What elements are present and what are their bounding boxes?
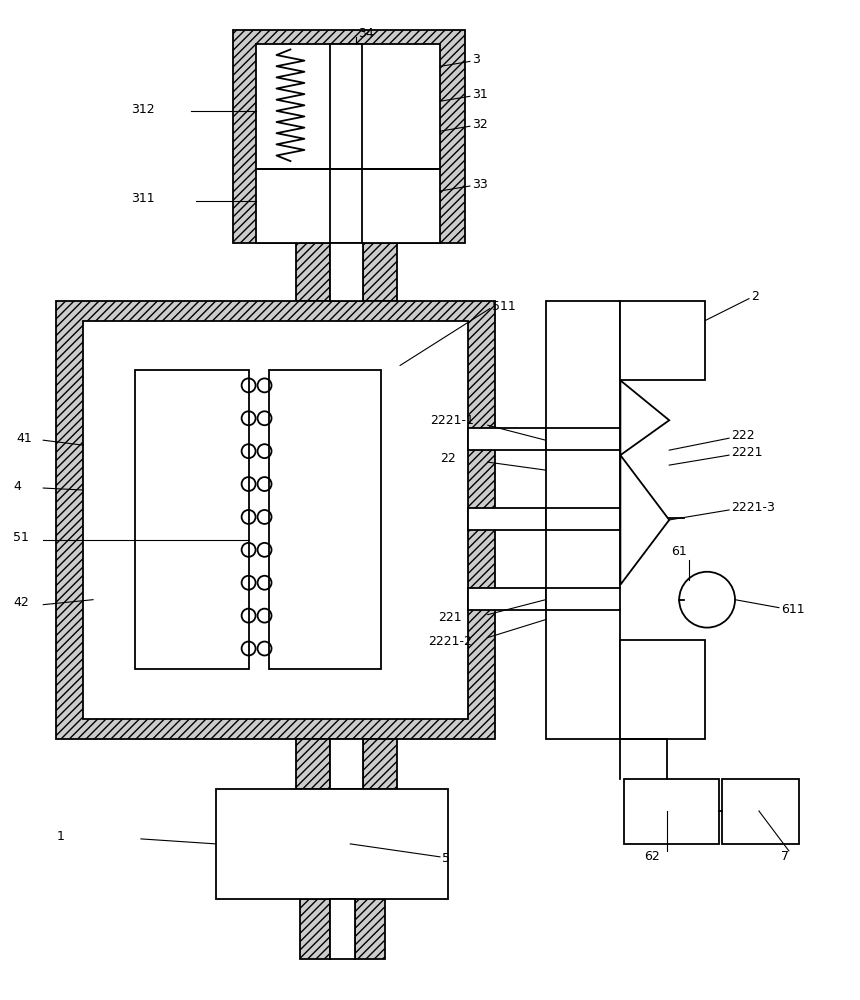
Text: 222: 222 [731,429,754,442]
Text: 32: 32 [472,118,488,131]
Bar [620,640,705,739]
Text: 611: 611 [781,603,804,616]
Text: 2221-3: 2221-3 [731,501,775,514]
Bar [233,30,465,243]
Text: 511: 511 [492,300,515,313]
Text: 2: 2 [751,290,759,303]
Bar [330,899,355,959]
Bar [545,301,620,739]
Text: 3: 3 [472,53,480,66]
Bar [330,44,362,169]
Bar [381,370,423,669]
Bar [330,739,363,789]
Text: 311: 311 [131,192,155,205]
Bar [268,370,381,669]
Text: 22: 22 [440,452,456,465]
Text: 33: 33 [472,178,488,191]
Bar [363,739,397,789]
Bar [297,243,330,301]
Bar [268,669,423,711]
Text: 51: 51 [14,531,29,544]
Text: 221: 221 [438,611,462,624]
Bar [255,44,440,169]
Bar [268,329,423,370]
Text: 2221-2: 2221-2 [428,635,472,648]
Bar [330,243,363,301]
Text: 312: 312 [131,103,155,116]
Bar [56,301,494,739]
Bar [93,669,249,711]
Bar [624,779,719,844]
Text: 34: 34 [359,27,374,40]
Polygon shape [620,380,669,455]
Text: 5: 5 [442,852,450,865]
Bar [297,739,330,789]
Text: 42: 42 [14,596,29,609]
Bar [722,779,799,844]
Text: 1: 1 [56,830,64,843]
Text: 61: 61 [671,545,687,558]
Text: 2221: 2221 [731,446,763,459]
Bar [93,329,249,370]
Text: 31: 31 [472,88,488,101]
Bar [468,428,545,450]
Bar [255,169,440,243]
Bar [468,508,545,530]
Text: 4: 4 [14,480,22,493]
Bar [83,321,468,719]
Polygon shape [620,455,669,585]
Text: 2221-1: 2221-1 [430,414,474,427]
Bar [135,370,249,669]
Bar [363,243,397,301]
Bar [468,588,545,610]
Text: 7: 7 [781,850,789,863]
Bar [355,899,385,959]
Bar [216,789,448,899]
Text: 41: 41 [16,432,32,445]
Bar [93,370,135,669]
Text: 62: 62 [644,850,660,863]
Bar [300,899,330,959]
Bar [620,301,705,380]
